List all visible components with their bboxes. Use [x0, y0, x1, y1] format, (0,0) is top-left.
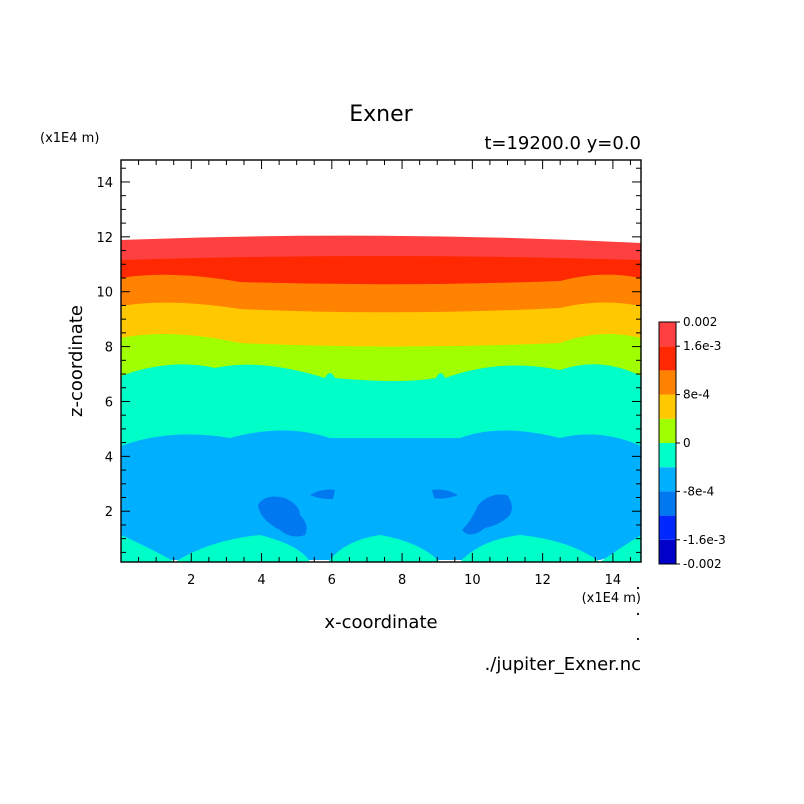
x-axis-ticks: 2 4 6 8 10 12 14	[138, 160, 631, 588]
colorbar-segment	[659, 443, 676, 468]
chart-title: Exner	[349, 102, 413, 127]
y-tick-label: 6	[105, 395, 113, 410]
colorbar-segment	[659, 370, 676, 395]
x-tick-label: 6	[328, 573, 336, 588]
colorbar-segment	[659, 418, 676, 443]
x-tick-label: 4	[257, 573, 265, 588]
y-tick-label: 10	[96, 286, 113, 301]
colorbar-segment	[659, 346, 676, 371]
band-cyan-bottom-mid-right	[460, 535, 600, 562]
band-cyan-bottom-mid-left	[175, 535, 310, 562]
blob-right-small	[432, 489, 458, 499]
colorbar-segment	[659, 394, 676, 419]
colorbar: 0.002 1.6e-3 8e-4 0 -8e-4 -1.6e-3 -0.002	[658, 315, 726, 571]
colorbar-segment	[659, 322, 676, 347]
colorbar-label: -8e-4	[683, 484, 714, 498]
colorbar-segment	[659, 467, 676, 492]
band-cyan	[121, 364, 641, 448]
y-axis-ticks: 2 4 6 8 10 12 14	[96, 167, 641, 553]
blob-right-large	[462, 494, 512, 535]
y-tick-label: 8	[105, 341, 113, 356]
y-axis-unit: (x1E4 m)	[40, 131, 99, 146]
x-tick-label: 8	[398, 573, 406, 588]
x-axis-unit: (x1E4 m)	[582, 591, 641, 606]
contour-field	[121, 235, 641, 562]
band-cyan-bottom-right	[600, 535, 641, 562]
plot-frame	[120, 159, 642, 563]
colorbar-label: 0.002	[683, 315, 717, 329]
colorbar-label: 0	[683, 436, 691, 450]
marker-dot	[636, 586, 640, 590]
band-red	[121, 256, 641, 287]
band-cyan-bottom-center	[328, 535, 440, 562]
y-tick-label: 12	[96, 231, 113, 246]
chart-subtitle: t=19200.0 y=0.0	[484, 133, 641, 154]
source-filename: ./jupiter_Exner.nc	[485, 654, 641, 675]
x-tick-label: 12	[534, 573, 551, 588]
blob-left-large	[258, 496, 307, 537]
x-axis-label: x-coordinate	[324, 612, 437, 633]
colorbar-label: 8e-4	[683, 388, 710, 402]
y-tick-label: 2	[105, 505, 113, 520]
y-axis-label: z-coordinate	[66, 305, 87, 417]
x-tick-label: 2	[187, 573, 195, 588]
colorbar-segment	[659, 539, 676, 564]
band-orange	[121, 274, 641, 315]
band-cyan-bottom-left	[121, 535, 175, 562]
marker-dot	[636, 637, 640, 641]
band-lime	[121, 334, 641, 383]
colorbar-label: 1.6e-3	[683, 339, 721, 353]
blob-left-small	[310, 489, 335, 500]
marker-dot	[636, 612, 640, 616]
band-yellow	[121, 302, 641, 349]
colorbar-segment	[659, 491, 676, 516]
colorbar-label: -1.6e-3	[683, 533, 726, 547]
x-tick-label: 14	[605, 573, 622, 588]
colorbar-label: -0.002	[683, 557, 722, 571]
y-tick-label: 14	[96, 176, 113, 191]
y-tick-label: 4	[105, 450, 113, 465]
x-tick-label: 10	[464, 573, 481, 588]
band-red-light	[121, 235, 641, 262]
band-sky	[121, 430, 641, 560]
colorbar-segment	[659, 515, 676, 540]
